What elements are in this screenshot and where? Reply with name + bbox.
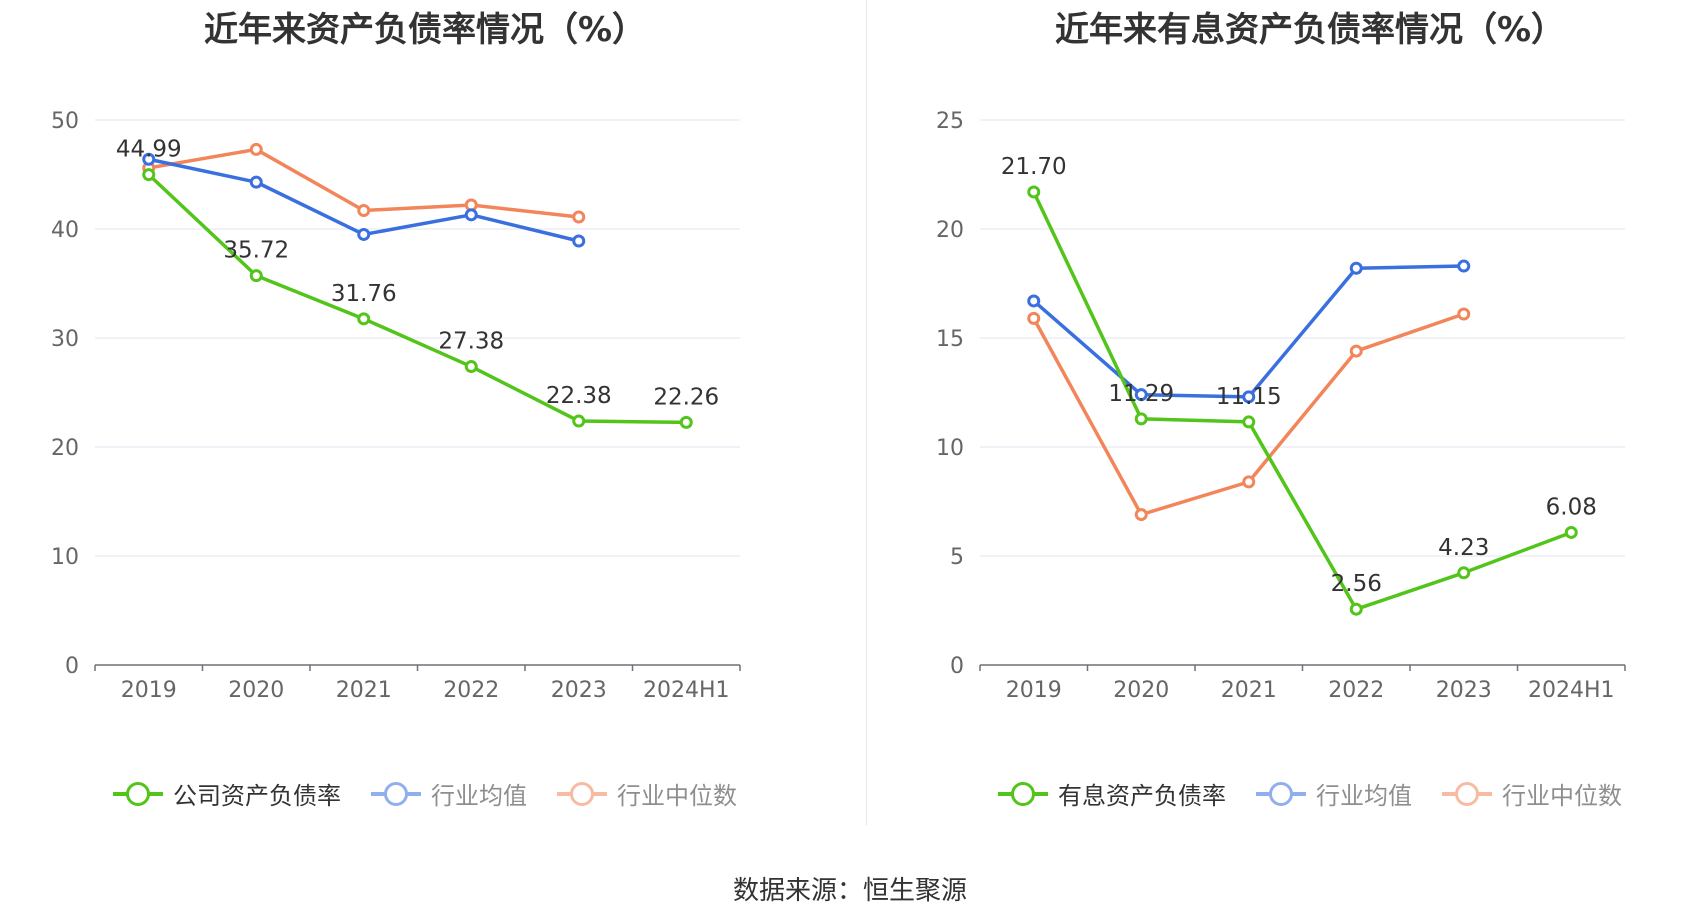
- series-point-0: [572, 414, 586, 428]
- y-tick-label: 5: [950, 545, 964, 570]
- left-chart-panel: 近年来资产负债率情况（%） 0 10 20 30 40 50 2019 2020 2021 202…: [0, 0, 850, 830]
- right-chart-legend: 有息资产负债率 行业均值 行业中位数: [885, 776, 1700, 811]
- data-label: 35.72: [223, 238, 289, 264]
- legend-item-series-0[interactable]: 有息资产负债率: [998, 776, 1226, 811]
- legend-marker-icon: [113, 781, 163, 806]
- right-chart-plot: 0 5 10 15 20 25 2019 2020 2021 2022 2023 2024H1 21.7…: [936, 109, 1626, 703]
- chart-title: 近年来资产负债率情况（%）: [203, 10, 647, 50]
- series-point-2: [249, 142, 263, 156]
- legend-label: 行业均值: [431, 782, 527, 810]
- legend-marker-icon: [998, 781, 1048, 806]
- legend-label: 公司资产负债率: [173, 782, 341, 810]
- legend-item-series-1[interactable]: 行业均值: [371, 776, 527, 811]
- series-point-0: [1457, 566, 1471, 580]
- series-point-2: [1027, 311, 1041, 325]
- data-label: 21.70: [1001, 154, 1067, 180]
- y-tick-label: 10: [936, 436, 964, 461]
- data-label: 2.56: [1331, 571, 1382, 597]
- y-tick-label: 20: [936, 218, 964, 243]
- series-point-1: [1134, 388, 1148, 402]
- legend-marker-icon: [1256, 781, 1306, 806]
- data-label: 31.76: [331, 281, 397, 307]
- series-point-2: [572, 210, 586, 224]
- left-chart-plot: 0 10 20 30 40 50 2019 2020 2021 2022 2023 2024H1 44.…: [51, 109, 741, 703]
- series-point-2: [1349, 344, 1363, 358]
- x-tick-label: 2021: [1221, 678, 1277, 703]
- series-point-1: [1027, 294, 1041, 308]
- series-point-1: [572, 234, 586, 248]
- x-tick-label: 2022: [443, 678, 499, 703]
- legend-label: 行业均值: [1316, 782, 1412, 810]
- left-chart-legend: 公司资产负债率 行业均值 行业中位数: [0, 776, 850, 811]
- data-label: 11.15: [1216, 384, 1282, 410]
- data-label: 44.99: [116, 137, 182, 163]
- series-point-0: [1564, 525, 1578, 539]
- legend-marker-icon: [371, 781, 421, 806]
- data-label: 27.38: [438, 329, 504, 355]
- series-point-0: [1027, 185, 1041, 199]
- x-tick-label: 2019: [121, 678, 177, 703]
- y-tick-label: 0: [950, 654, 964, 679]
- x-tick-label: 2020: [228, 678, 284, 703]
- data-label: 11.29: [1108, 381, 1174, 407]
- legend-item-series-1[interactable]: 行业均值: [1256, 776, 1412, 811]
- series-point-1: [1457, 259, 1471, 273]
- legend-item-series-0[interactable]: 公司资产负债率: [113, 776, 341, 811]
- series-point-0: [464, 360, 478, 374]
- series-point-1: [142, 152, 156, 166]
- series-point-2: [357, 203, 371, 217]
- x-tick-label: 2019: [1006, 678, 1062, 703]
- data-label: 4.23: [1438, 535, 1489, 561]
- legend-item-series-2[interactable]: 行业中位数: [1442, 776, 1622, 811]
- data-label: 22.38: [546, 383, 612, 409]
- y-tick-label: 30: [51, 327, 79, 352]
- series-point-1: [1242, 390, 1256, 404]
- series-point-1: [249, 175, 263, 189]
- series-point-0: [1242, 415, 1256, 429]
- y-tick-label: 15: [936, 327, 964, 352]
- legend-label: 行业中位数: [1502, 782, 1622, 810]
- legend-item-series-2[interactable]: 行业中位数: [557, 776, 737, 811]
- panel-divider: [866, 0, 867, 825]
- legend-marker-icon: [1442, 781, 1492, 806]
- data-label: 6.08: [1546, 494, 1597, 520]
- x-tick-label: 2020: [1113, 678, 1169, 703]
- y-tick-label: 50: [51, 109, 79, 134]
- series-point-0: [142, 168, 156, 182]
- legend-label: 有息资产负债率: [1058, 782, 1226, 810]
- series-point-0: [1349, 602, 1363, 616]
- series-point-1: [1349, 261, 1363, 275]
- series-point-0: [249, 269, 263, 283]
- series-point-2: [1242, 475, 1256, 489]
- series-point-0: [1134, 412, 1148, 426]
- x-tick-label: 2024H1: [643, 678, 730, 703]
- x-tick-label: 2024H1: [1528, 678, 1615, 703]
- series-point-1: [464, 208, 478, 222]
- series-point-2: [1134, 508, 1148, 522]
- data-source-note: 数据来源：恒生聚源: [732, 876, 967, 906]
- chart-title: 近年来有息资产负债率情况（%）: [1054, 10, 1566, 50]
- right-chart-panel: 近年来有息资产负债率情况（%） 0 5 10 15 20 25 2019 2020 2021 20…: [885, 0, 1700, 830]
- series-line-0: [147, 173, 687, 425]
- y-tick-label: 0: [65, 654, 79, 679]
- y-tick-label: 20: [51, 436, 79, 461]
- legend-label: 行业中位数: [617, 782, 737, 810]
- y-tick-label: 25: [936, 109, 964, 134]
- x-tick-label: 2023: [551, 678, 607, 703]
- y-tick-label: 10: [51, 545, 79, 570]
- y-tick-label: 40: [51, 218, 79, 243]
- legend-marker-icon: [557, 781, 607, 806]
- x-tick-label: 2021: [336, 678, 392, 703]
- x-tick-label: 2023: [1436, 678, 1492, 703]
- series-point-1: [357, 227, 371, 241]
- x-tick-label: 2022: [1328, 678, 1384, 703]
- series-point-0: [357, 312, 371, 326]
- series-point-0: [679, 415, 693, 429]
- data-label: 22.26: [653, 384, 719, 410]
- series-line-0: [1032, 191, 1572, 611]
- series-point-2: [1457, 307, 1471, 321]
